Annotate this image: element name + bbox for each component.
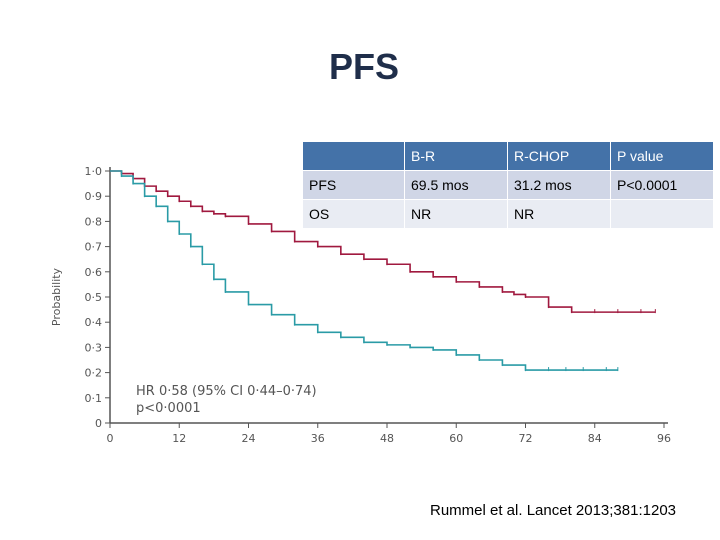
table-header-cell: R-CHOP xyxy=(507,141,611,171)
x-tick-label: 24 xyxy=(242,432,256,445)
y-tick-label: 0·9 xyxy=(85,190,103,203)
x-tick-label: 36 xyxy=(311,432,325,445)
table-header-cell: P value xyxy=(610,141,714,171)
citation: Rummel et al. Lancet 2013;381:1203 xyxy=(430,502,676,519)
chart-curves xyxy=(110,170,656,372)
table-cell: NR xyxy=(404,199,508,229)
y-tick-label: 0·6 xyxy=(85,266,103,279)
slide-title: PFS xyxy=(329,46,400,87)
y-tick-label: 0 xyxy=(95,417,102,430)
y-tick-label: 0·8 xyxy=(85,215,103,228)
table-header-row: B-R R-CHOP P value xyxy=(302,141,714,171)
x-tick-label: 0 xyxy=(107,432,114,445)
table-cell xyxy=(610,199,714,229)
x-tick-label: 72 xyxy=(519,432,533,445)
chart-axes: 0 0·1 0·2 0·3 0·4 0·5 0·6 0·7 0·8 0·9 1·0 0 12 24 36 48… xyxy=(85,165,672,445)
table-cell: NR xyxy=(507,199,611,229)
table-row: PFS 69.5 mos 31.2 mos P<0.0001 xyxy=(302,170,714,200)
y-tick-label: 0·3 xyxy=(85,341,103,354)
y-tick-label: 0·7 xyxy=(85,241,103,254)
table-header-cell xyxy=(302,141,405,171)
table-cell: OS xyxy=(302,199,405,229)
results-table: B-R R-CHOP P value PFS 69.5 mos 31.2 mos… xyxy=(302,141,714,229)
y-tick-label: 0·4 xyxy=(85,316,103,329)
table-cell: PFS xyxy=(302,170,405,200)
y-axis-label: Probability xyxy=(50,267,63,326)
y-tick-label: 1·0 xyxy=(85,165,103,178)
table-row: OS NR NR xyxy=(302,199,714,229)
table-cell: 69.5 mos xyxy=(404,170,508,200)
x-tick-label: 48 xyxy=(380,432,394,445)
y-tick-label: 0·5 xyxy=(85,291,103,304)
hr-annotation: HR 0·58 (95% CI 0·44–0·74) xyxy=(136,384,317,399)
survival-curve-2 xyxy=(110,170,618,371)
y-tick-label: 0·1 xyxy=(85,392,103,405)
table-header-cell: B-R xyxy=(404,141,508,171)
table-cell: 31.2 mos xyxy=(507,170,611,200)
x-tick-label: 12 xyxy=(172,432,186,445)
x-tick-label: 60 xyxy=(449,432,463,445)
table-cell: P<0.0001 xyxy=(610,170,714,200)
y-tick-label: 0·2 xyxy=(85,367,103,380)
x-tick-label: 84 xyxy=(588,432,602,445)
p-value-annotation: p<0·0001 xyxy=(136,401,201,416)
x-tick-label: 96 xyxy=(657,432,671,445)
